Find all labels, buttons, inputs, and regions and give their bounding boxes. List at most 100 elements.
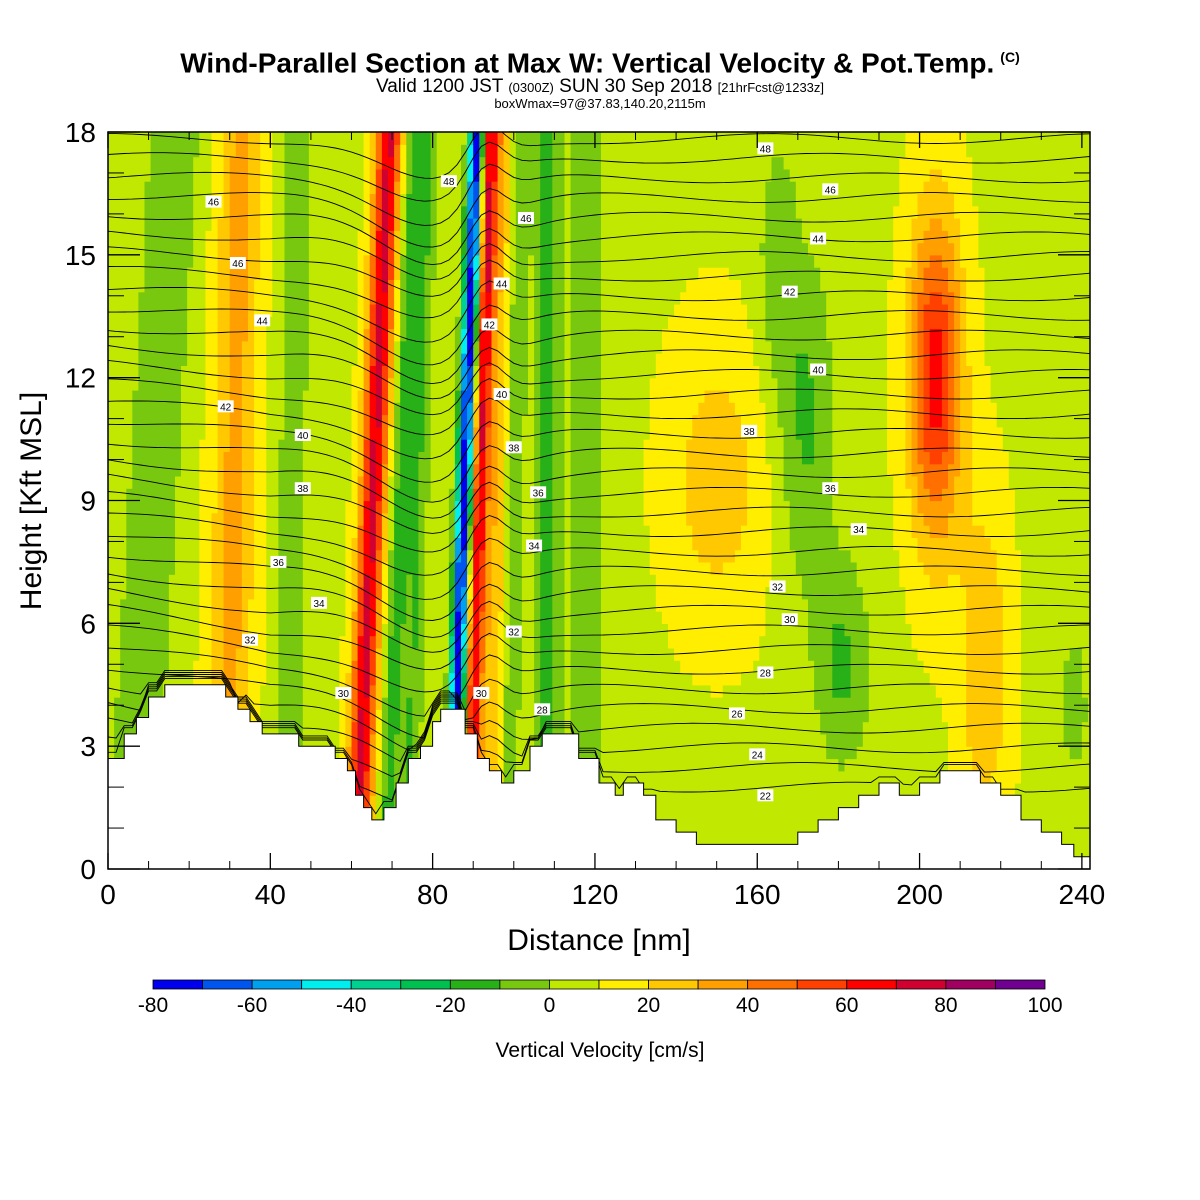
velocity-cell bbox=[217, 279, 225, 293]
velocity-cell bbox=[479, 414, 486, 428]
velocity-cell bbox=[175, 132, 182, 145]
velocity-cell bbox=[406, 635, 413, 649]
velocity-cell bbox=[570, 623, 578, 637]
velocity-cell bbox=[607, 672, 614, 686]
velocity-cell bbox=[290, 144, 298, 158]
velocity-cell bbox=[229, 193, 237, 207]
velocity-cell bbox=[503, 684, 511, 698]
velocity-cell bbox=[284, 475, 292, 489]
velocity-cell bbox=[150, 611, 158, 624]
velocity-cell bbox=[400, 697, 407, 710]
velocity-cell bbox=[418, 402, 426, 416]
velocity-cell bbox=[546, 156, 553, 170]
velocity-cell bbox=[284, 267, 292, 280]
velocity-cell bbox=[601, 168, 608, 182]
velocity-cell bbox=[156, 144, 164, 158]
velocity-cell bbox=[394, 439, 401, 452]
velocity-cell bbox=[601, 304, 608, 317]
velocity-cell bbox=[187, 156, 194, 170]
velocity-cell bbox=[114, 611, 121, 624]
velocity-cell bbox=[582, 647, 590, 661]
velocity-cell bbox=[503, 205, 511, 219]
velocity-cell bbox=[570, 279, 578, 293]
velocity-cell bbox=[473, 574, 480, 588]
velocity-cell bbox=[430, 525, 438, 538]
velocity-cell bbox=[296, 193, 304, 207]
velocity-cell bbox=[588, 598, 596, 612]
velocity-cell bbox=[442, 672, 450, 686]
velocity-cell bbox=[491, 635, 499, 649]
velocity-cell bbox=[424, 709, 432, 723]
velocity-cell bbox=[315, 218, 322, 231]
velocity-cell bbox=[448, 525, 456, 538]
velocity-cell bbox=[552, 439, 559, 452]
velocity-cell bbox=[400, 291, 407, 305]
velocity-cell bbox=[485, 267, 493, 280]
velocity-cell bbox=[327, 414, 334, 428]
velocity-cell bbox=[479, 218, 486, 231]
velocity-cell bbox=[418, 414, 426, 428]
velocity-cell bbox=[260, 475, 267, 489]
velocity-cell bbox=[564, 242, 572, 256]
velocity-cell bbox=[424, 611, 432, 624]
velocity-cell bbox=[296, 304, 304, 317]
velocity-cell bbox=[327, 144, 334, 158]
velocity-cell bbox=[588, 132, 596, 145]
velocity-cell bbox=[607, 144, 614, 158]
velocity-cell bbox=[564, 267, 572, 280]
velocity-cell bbox=[436, 611, 444, 624]
velocity-cell bbox=[278, 684, 286, 698]
velocity-cell bbox=[418, 549, 426, 563]
velocity-cell bbox=[418, 254, 426, 268]
velocity-cell bbox=[369, 709, 377, 723]
velocity-cell bbox=[302, 156, 310, 170]
velocity-cell bbox=[594, 586, 602, 600]
velocity-cell bbox=[223, 463, 231, 477]
velocity-cell bbox=[412, 525, 419, 538]
velocity-cell bbox=[138, 549, 146, 563]
velocity-cell bbox=[515, 181, 523, 194]
velocity-cell bbox=[515, 500, 523, 514]
velocity-cell bbox=[211, 475, 219, 489]
velocity-cell bbox=[582, 291, 590, 305]
velocity-cell bbox=[394, 353, 401, 366]
velocity-cell bbox=[187, 377, 194, 391]
velocity-cell bbox=[479, 132, 486, 145]
velocity-cell bbox=[418, 279, 426, 293]
velocity-cell bbox=[515, 598, 523, 612]
velocity-cell bbox=[406, 512, 413, 526]
velocity-cell bbox=[515, 377, 523, 391]
velocity-cell bbox=[296, 598, 304, 612]
velocity-cell bbox=[381, 537, 389, 551]
velocity-cell bbox=[540, 144, 547, 158]
velocity-cell bbox=[223, 537, 231, 551]
velocity-cell bbox=[552, 402, 559, 416]
velocity-cell bbox=[570, 647, 578, 661]
velocity-cell bbox=[424, 623, 432, 637]
velocity-cell bbox=[412, 144, 419, 158]
velocity-cell bbox=[345, 439, 353, 452]
velocity-cell bbox=[521, 574, 529, 588]
velocity-cell bbox=[406, 537, 413, 551]
velocity-cell bbox=[199, 488, 206, 502]
velocity-cell bbox=[290, 132, 298, 145]
velocity-cell bbox=[132, 218, 139, 231]
velocity-cell bbox=[217, 181, 225, 194]
velocity-cell bbox=[315, 267, 322, 280]
velocity-cell bbox=[345, 611, 353, 624]
velocity-cell bbox=[381, 488, 389, 502]
velocity-cell bbox=[388, 770, 395, 784]
velocity-cell bbox=[241, 525, 249, 538]
velocity-cell bbox=[327, 451, 334, 465]
velocity-cell bbox=[290, 598, 298, 612]
velocity-cell bbox=[308, 291, 316, 305]
velocity-cell bbox=[235, 525, 243, 538]
velocity-cell bbox=[278, 389, 286, 403]
velocity-cell bbox=[235, 611, 243, 624]
velocity-cell bbox=[509, 561, 517, 575]
velocity-cell bbox=[339, 132, 346, 145]
velocity-cell bbox=[552, 144, 559, 158]
velocity-cell bbox=[363, 365, 371, 379]
velocity-cell bbox=[503, 414, 511, 428]
velocity-cell bbox=[497, 463, 505, 477]
